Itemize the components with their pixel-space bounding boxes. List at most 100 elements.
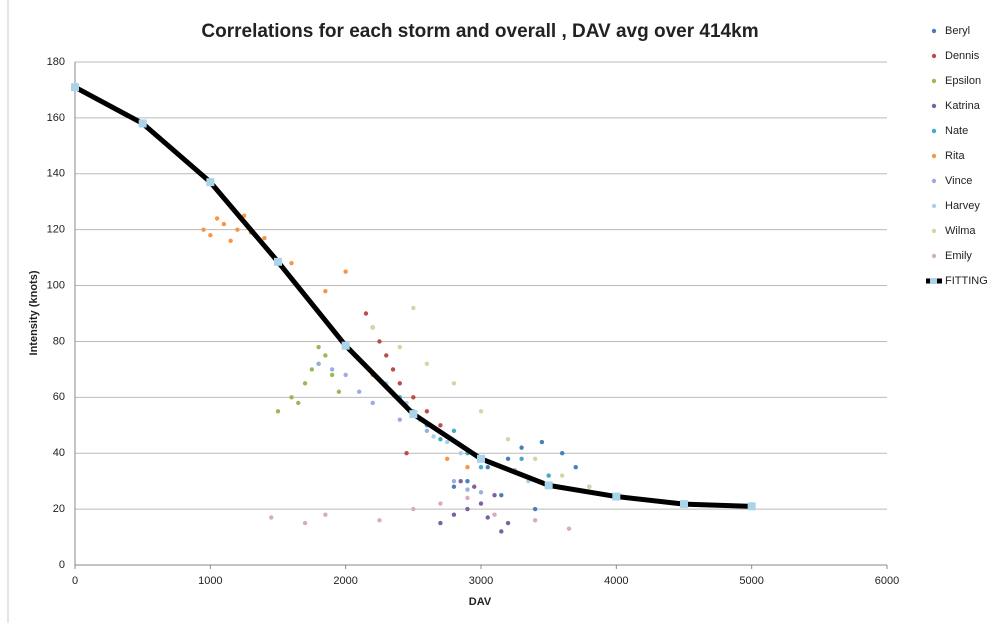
- y-tick-label: 160: [47, 112, 65, 124]
- scatter-point: [397, 417, 402, 422]
- legend-marker: [931, 28, 937, 34]
- scatter-point: [221, 221, 227, 227]
- scatter-point: [465, 495, 470, 501]
- scatter-point: [397, 381, 402, 386]
- legend-label: Harvey: [945, 200, 980, 212]
- scatter-point: [357, 389, 362, 394]
- fit-marker: [341, 341, 350, 350]
- fit-marker: [138, 119, 147, 128]
- chart-title: Correlations for each storm and overall …: [201, 21, 758, 42]
- legend-marker: [931, 203, 937, 209]
- scatter-point: [377, 518, 382, 523]
- scatter-point: [478, 464, 484, 470]
- fit-marker: [274, 257, 282, 266]
- legend-marker: [931, 103, 937, 109]
- scatter-point: [302, 381, 308, 386]
- scatter-point: [411, 506, 416, 512]
- scatter-point: [505, 456, 511, 462]
- scatter-point: [587, 484, 592, 489]
- x-tick-label: 3000: [469, 575, 493, 587]
- scatter-point: [492, 492, 497, 498]
- scatter-point: [323, 353, 328, 358]
- y-axis-label: Intensity (knots): [28, 270, 40, 355]
- scatter-point: [451, 381, 457, 386]
- scatter-point: [444, 456, 450, 462]
- scatter-point: [532, 506, 538, 512]
- scatter-point: [431, 434, 436, 439]
- scatter-point: [302, 520, 308, 526]
- scatter-point: [424, 428, 430, 434]
- scatter-point: [505, 437, 511, 442]
- scatter-point: [316, 361, 321, 366]
- scatter-point: [323, 512, 328, 517]
- y-tick-label: 40: [53, 447, 65, 459]
- fit-marker: [409, 410, 418, 419]
- scatter-point: [235, 227, 240, 232]
- scatter-point: [269, 515, 274, 520]
- scatter-point: [465, 506, 470, 512]
- scatter-point: [424, 361, 430, 366]
- scatter-point: [438, 520, 443, 526]
- fit-marker: [612, 492, 621, 501]
- legend-marker: [931, 228, 937, 234]
- scatter-point: [329, 372, 335, 378]
- x-tick-label: 5000: [739, 575, 763, 587]
- scatter-point: [451, 478, 457, 484]
- y-tick-label: 60: [53, 391, 65, 403]
- x-tick-label: 4000: [604, 575, 628, 587]
- scatter-point: [458, 451, 463, 456]
- scatter-point: [465, 478, 470, 484]
- scatter-point: [485, 464, 490, 470]
- scatter-point: [458, 478, 463, 484]
- legend-marker: [931, 53, 937, 59]
- y-tick-label: 120: [47, 224, 65, 236]
- scatter-point: [566, 526, 572, 531]
- scatter-point: [560, 473, 565, 478]
- scatter-point: [492, 512, 497, 517]
- scatter-point: [275, 409, 281, 414]
- fit-marker: [747, 502, 756, 511]
- scatter-point: [404, 451, 409, 456]
- legend-label: FITTING: [945, 275, 988, 287]
- scatter-point: [478, 409, 484, 414]
- legend-label: Epsilon: [945, 75, 981, 87]
- scatter-point: [472, 484, 477, 489]
- legend-label: Beryl: [945, 25, 970, 37]
- x-axis-label: DAV: [469, 596, 492, 608]
- x-tick-label: 0: [72, 575, 78, 587]
- legend-marker: [931, 78, 937, 84]
- scatter-point: [411, 395, 416, 400]
- y-tick-label: 20: [53, 503, 65, 515]
- scatter-point: [438, 501, 443, 506]
- fit-marker: [680, 500, 688, 509]
- y-tick-label: 140: [47, 168, 65, 180]
- legend-marker: [931, 178, 937, 184]
- y-tick-label: 100: [47, 279, 65, 291]
- scatter-point: [228, 238, 233, 244]
- scatter-point: [411, 305, 416, 311]
- x-tick-label: 1000: [198, 575, 222, 587]
- scatter-point: [451, 428, 457, 434]
- legend-marker: [931, 153, 937, 159]
- scatter-point: [478, 501, 484, 506]
- scatter-point: [296, 400, 301, 406]
- y-tick-label: 0: [59, 559, 65, 571]
- scatter-point: [519, 456, 524, 462]
- scatter-point: [289, 395, 294, 400]
- scatter-point: [438, 437, 443, 442]
- scatter-point: [560, 451, 565, 456]
- scatter-point: [370, 400, 375, 406]
- scatter-point: [316, 344, 321, 350]
- scatter-point: [444, 439, 450, 445]
- scatter-point: [390, 367, 396, 372]
- scatter-point: [262, 235, 267, 241]
- scatter-point: [539, 439, 545, 445]
- scatter-point: [532, 456, 538, 462]
- scatter-point: [377, 339, 382, 344]
- scatter-point: [208, 233, 213, 238]
- scatter-point: [384, 353, 389, 358]
- legend-marker: [931, 253, 937, 259]
- scatter-point: [465, 464, 470, 470]
- scatter-point: [478, 490, 484, 495]
